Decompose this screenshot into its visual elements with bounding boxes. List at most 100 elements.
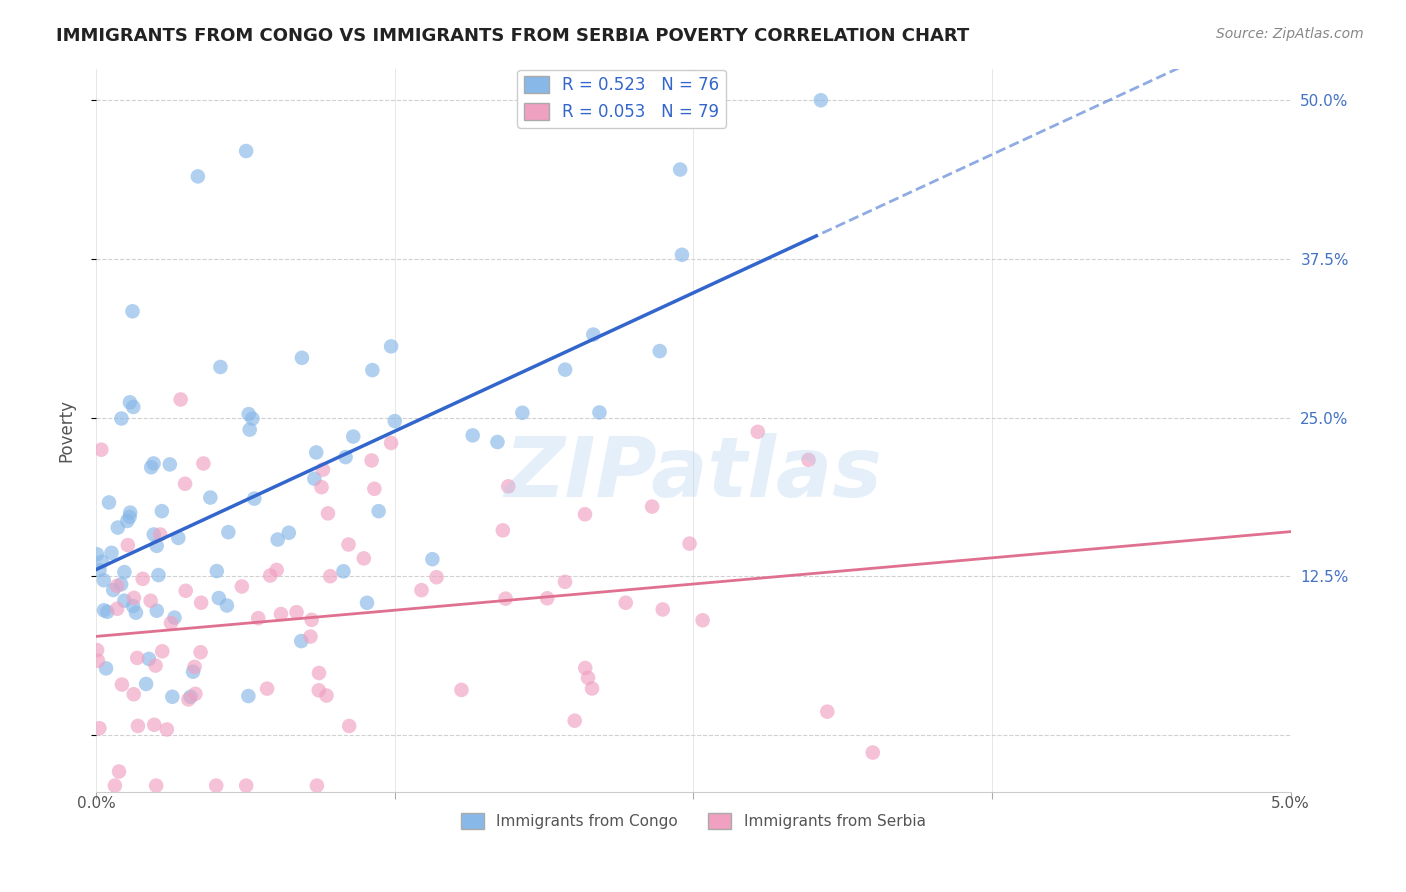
Text: IMMIGRANTS FROM CONGO VS IMMIGRANTS FROM SERBIA POVERTY CORRELATION CHART: IMMIGRANTS FROM CONGO VS IMMIGRANTS FROM… (56, 27, 970, 45)
Point (461, 428, 484, 442)
Point (495, 591, 517, 606)
Point (810, 93, 832, 107)
Point (180, 690, 202, 704)
Point (148, 568, 170, 582)
Point (163, 610, 186, 624)
Point (181, 665, 204, 679)
Point (266, 533, 288, 547)
Point (105, 601, 128, 615)
Legend: Immigrants from Congo, Immigrants from Serbia: Immigrants from Congo, Immigrants from S… (456, 806, 932, 835)
Point (193, 457, 215, 471)
Point (87, 654, 110, 668)
Point (363, 482, 385, 496)
Point (150, 504, 173, 518)
Point (554, 574, 576, 589)
Point (614, 596, 637, 610)
Point (167, 531, 190, 545)
Point (89, 721, 111, 735)
Point (305, 445, 328, 459)
Point (217, 525, 239, 540)
Point (380, 436, 402, 450)
Point (138, 652, 160, 666)
Point (238, 689, 260, 703)
Point (139, 593, 162, 607)
Point (105, 579, 128, 593)
Point (582, 327, 605, 342)
Point (111, 677, 134, 691)
Point (205, 564, 228, 578)
Point (332, 564, 354, 578)
Point (110, 411, 132, 425)
Point (142, 527, 165, 541)
Point (149, 527, 172, 541)
Text: ZIPatlas: ZIPatlas (505, 434, 882, 514)
Point (215, 599, 238, 613)
Point (747, 425, 769, 439)
Point (311, 480, 333, 494)
Point (184, 687, 207, 701)
Point (90, 442, 112, 457)
Point (96, 605, 118, 619)
Point (564, 714, 586, 728)
Point (107, 520, 129, 534)
Point (581, 681, 603, 696)
Point (117, 514, 139, 528)
Point (183, 660, 205, 674)
Text: 0.0%: 0.0% (77, 796, 115, 811)
Point (486, 435, 509, 450)
Point (103, 582, 125, 597)
Point (141, 460, 163, 475)
Point (492, 524, 515, 538)
Point (312, 463, 335, 477)
Point (411, 583, 433, 598)
Point (208, 591, 231, 605)
Point (235, 779, 257, 793)
Point (671, 248, 693, 262)
Point (174, 583, 197, 598)
Point (422, 552, 444, 566)
Point (150, 644, 173, 658)
Point (239, 423, 262, 437)
Text: 5.0%: 5.0% (1271, 796, 1310, 811)
Point (93, 603, 115, 617)
Point (108, 764, 131, 779)
Point (361, 363, 384, 377)
Point (104, 779, 127, 793)
Point (205, 779, 228, 793)
Point (143, 718, 166, 732)
Point (291, 351, 314, 365)
Point (125, 606, 148, 620)
Point (118, 395, 141, 409)
Point (122, 591, 145, 605)
Point (259, 568, 281, 582)
Point (160, 615, 183, 630)
Point (235, 144, 257, 158)
Point (247, 611, 270, 625)
Point (187, 169, 209, 184)
Point (641, 500, 664, 514)
Point (316, 507, 339, 521)
Point (209, 359, 232, 374)
Point (305, 779, 328, 793)
Point (266, 563, 288, 577)
Point (177, 692, 200, 706)
Point (132, 572, 155, 586)
Point (450, 682, 472, 697)
Point (162, 690, 184, 704)
Point (588, 405, 610, 419)
Point (337, 537, 360, 551)
Point (117, 538, 139, 552)
Point (651, 602, 673, 616)
Point (242, 411, 264, 425)
Point (100, 546, 122, 560)
Point (536, 591, 558, 606)
Point (190, 645, 212, 659)
Point (384, 414, 406, 428)
Point (574, 508, 596, 522)
Point (862, 746, 884, 760)
Point (554, 362, 576, 376)
Point (692, 613, 714, 627)
Point (678, 536, 700, 550)
Point (145, 539, 167, 553)
Point (110, 577, 132, 591)
